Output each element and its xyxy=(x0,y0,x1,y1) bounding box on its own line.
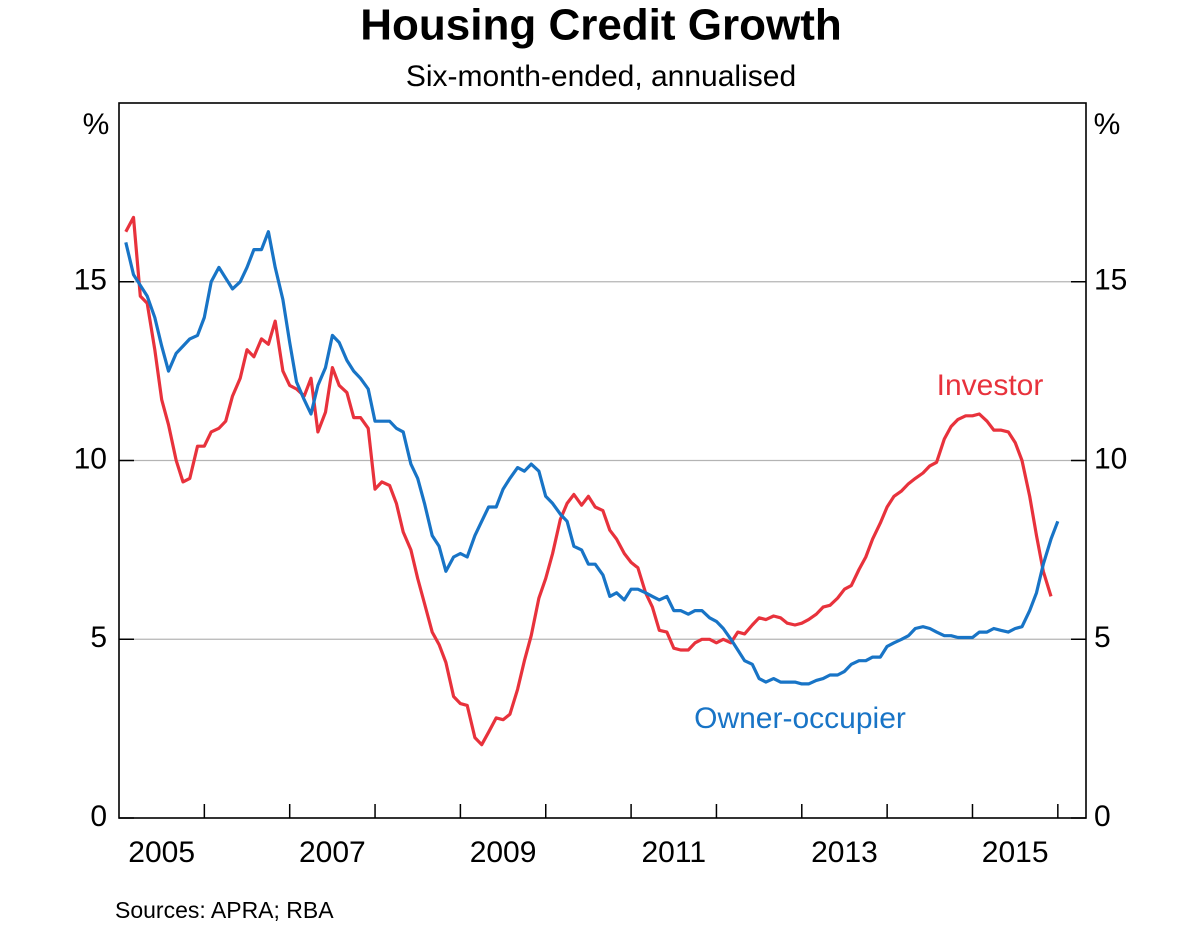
y-tick-label: 10 xyxy=(74,442,107,475)
y-tick-label: 15 xyxy=(74,264,107,297)
x-tick-label: 2015 xyxy=(982,836,1049,869)
x-tick-label: 2013 xyxy=(811,836,878,869)
series-line xyxy=(124,215,1053,747)
series-line xyxy=(124,230,1060,686)
y-tick-label: 0 xyxy=(90,800,107,833)
x-tick-label: 2005 xyxy=(128,836,195,869)
y-tick-label: 5 xyxy=(90,621,107,654)
y-axis-unit: % xyxy=(83,108,110,141)
source-note: Sources: APRA; RBA xyxy=(115,897,334,923)
y2-axis-unit: % xyxy=(1094,108,1121,141)
series-label: Investor xyxy=(937,369,1044,402)
series-label: Owner-occupier xyxy=(694,702,906,735)
y2-tick-label: 15 xyxy=(1094,264,1127,297)
y2-tick-label: 5 xyxy=(1094,621,1111,654)
chart-subtitle: Six-month-ended, annualised xyxy=(406,60,796,93)
x-tick-label: 2009 xyxy=(470,836,537,869)
y2-tick-label: 10 xyxy=(1094,442,1127,475)
plot-frame xyxy=(118,102,1087,819)
x-tick-label: 2011 xyxy=(642,836,707,869)
x-tick-label: 2007 xyxy=(299,836,366,869)
y2-tick-label: 0 xyxy=(1094,800,1111,833)
chart-title: Housing Credit Growth xyxy=(360,1,842,50)
